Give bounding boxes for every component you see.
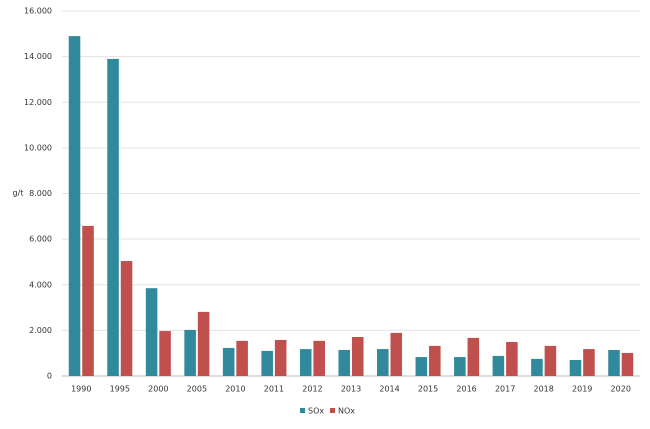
x-tick-label: 2011 <box>264 385 284 394</box>
bar <box>82 225 94 376</box>
legend-swatch <box>330 408 335 413</box>
y-tick-label: 2.000 <box>29 326 52 335</box>
legend-label: NOx <box>338 407 355 416</box>
legend-label: SOx <box>308 407 324 416</box>
x-tick-label: 1995 <box>110 385 130 394</box>
bar <box>145 288 158 376</box>
bar <box>608 349 620 376</box>
bar <box>621 352 634 376</box>
bar <box>338 349 351 376</box>
y-tick-label: 16.000 <box>24 7 52 16</box>
bar <box>222 347 235 376</box>
x-tick-label: 2015 <box>418 385 438 394</box>
x-tick-label: 2012 <box>302 385 322 394</box>
x-tick-label: 2018 <box>533 385 553 394</box>
x-tick-label: 2000 <box>148 385 168 394</box>
y-tick-label: 12.000 <box>24 98 52 107</box>
x-tick-label: 2016 <box>456 385 476 394</box>
bar <box>583 349 595 376</box>
x-tick-label: 2014 <box>379 385 399 394</box>
bar <box>506 342 518 376</box>
bar <box>454 357 466 376</box>
y-tick-label: 14.000 <box>24 52 52 61</box>
bar <box>415 357 428 376</box>
bar <box>261 350 273 376</box>
bar <box>377 349 389 376</box>
bar <box>299 349 312 376</box>
bar <box>107 58 119 376</box>
bar <box>159 331 171 376</box>
bar <box>531 358 543 376</box>
y-tick-label: 10.000 <box>24 143 52 152</box>
legend-swatch <box>300 408 305 413</box>
x-tick-label: 1990 <box>71 385 91 394</box>
bar <box>313 340 325 376</box>
bar <box>569 360 582 376</box>
x-tick-label: 2020 <box>611 385 631 394</box>
bar <box>492 355 505 376</box>
y-tick-label: 6.000 <box>29 235 52 244</box>
x-tick-label: 2010 <box>225 385 245 394</box>
bar <box>120 261 133 376</box>
bar <box>197 311 210 376</box>
bar <box>544 345 557 376</box>
bar <box>236 340 248 376</box>
bar <box>274 339 287 376</box>
x-tick-label: 2005 <box>187 385 207 394</box>
bar <box>467 337 480 376</box>
bar <box>184 329 196 376</box>
bar <box>390 332 403 376</box>
y-tick-label: 8.000 <box>29 189 52 198</box>
bar <box>68 36 81 376</box>
y-axis-label: g/t <box>13 189 24 198</box>
x-tick-label: 2013 <box>341 385 361 394</box>
bar <box>351 336 364 376</box>
bar <box>429 345 441 376</box>
x-tick-label: 2019 <box>572 385 592 394</box>
y-tick-label: 4.000 <box>29 280 52 289</box>
y-tick-label: 0 <box>47 372 52 381</box>
x-tick-label: 2017 <box>495 385 515 394</box>
